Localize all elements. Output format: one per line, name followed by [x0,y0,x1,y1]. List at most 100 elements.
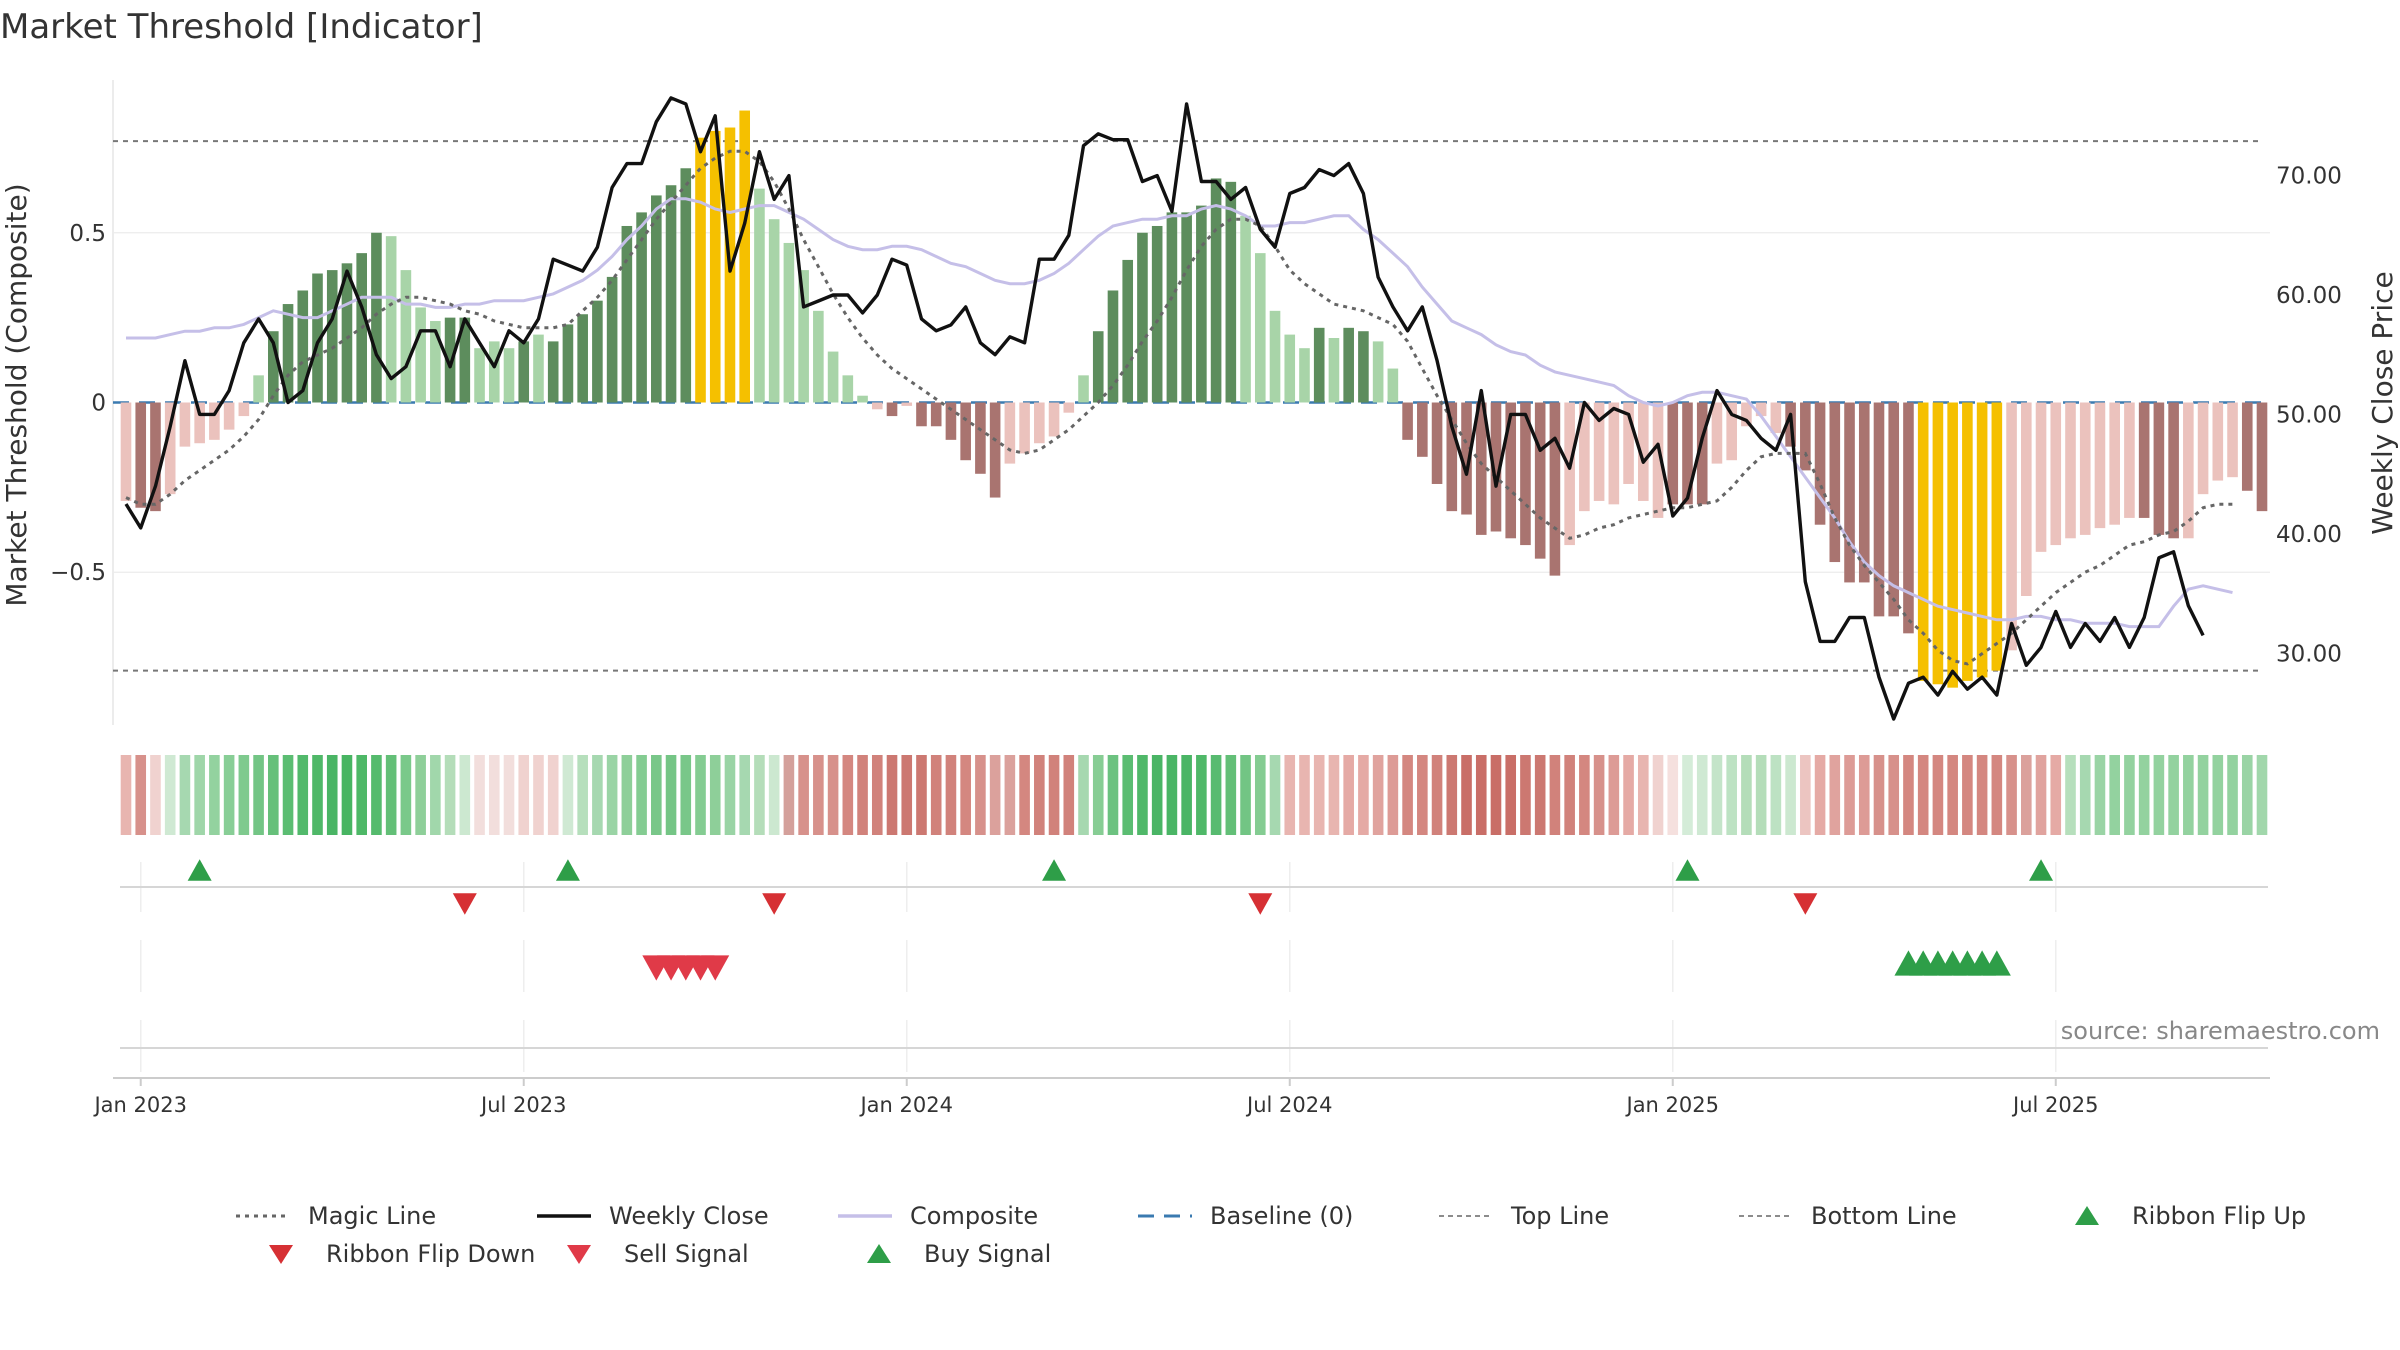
legend-label: Ribbon Flip Down [326,1240,535,1268]
ribbon-cell [1269,755,1281,835]
ribbon-cell [577,755,588,835]
composite-bar [1564,402,1575,546]
composite-bar [400,270,412,403]
composite-bar [1888,402,1900,617]
composite-bar [2050,402,2062,546]
ribbon-cell [1299,755,1310,835]
ribbon-flip-up-marker [1675,859,1700,881]
composite-bar [562,324,574,403]
ribbon-cell [547,755,559,835]
composite-bar [2079,402,2091,535]
ribbon-cell [1741,755,1752,835]
ribbon-cell [135,755,147,835]
ribbon-cell [400,755,412,835]
ribbon-cell [2006,755,2017,835]
ribbon-cell [871,755,883,835]
composite-bar [430,321,441,403]
composite-bar [297,290,309,403]
ribbon-cell [1549,755,1561,835]
composite-bar [1225,181,1237,403]
ribbon-cell [960,755,971,835]
ribbon-cell [1873,755,1885,835]
ribbon-cell [1078,755,1089,835]
ribbon-cell [1063,755,1075,835]
sell-signal-marker [701,955,730,981]
composite-bar [1903,402,1914,634]
composite-bar [1549,402,1561,576]
legend: Magic Line Weekly Close Composite Baseline … [236,1202,2306,1268]
ribbon-cell [503,755,515,835]
ribbon-cell [2021,755,2032,835]
left-tick-label: 0.5 [69,221,106,247]
ribbon-cell [709,755,721,835]
ribbon-flip-up-marker [2029,859,2054,881]
composite-bar [282,304,294,403]
ribbon-cell [606,755,618,835]
ribbon-cell [1372,755,1384,835]
composite-bar [1446,402,1458,512]
ribbon-cell [444,755,456,835]
ribbon-cell [1637,755,1649,835]
composite-bar [1078,375,1089,403]
ribbon-cell [665,755,677,835]
legend-swatch [567,1245,591,1264]
composite-bar [1770,402,1782,434]
right-tick-label: 30.00 [2276,641,2342,667]
composite-bar [1122,259,1134,403]
composite-bar [1962,402,1973,681]
legend-swatch [867,1244,891,1263]
composite-bar [1844,402,1855,583]
composite-bar [488,341,500,403]
composite-bar [916,402,927,427]
composite-bar [813,310,824,403]
composite-bar [415,307,426,403]
ribbon-cell [209,755,220,835]
ribbon-cell [783,755,795,835]
x-tick-label: Jan 2023 [92,1093,187,1117]
ribbon-cell [326,755,338,835]
composite-bar [1534,402,1546,559]
left-axis: −0.5 0 0.5 [50,221,106,586]
ribbon-cell [1785,755,1796,835]
ribbon-cell [459,755,471,835]
ribbon-cell [739,755,751,835]
ribbon-flip-up-marker [555,859,580,881]
composite-bar [827,351,839,403]
composite-bar [2241,402,2253,491]
ribbon-cell [621,755,633,835]
composite-bar [253,375,264,403]
ribbon-cell [680,755,692,835]
ribbon-cell [1328,755,1340,835]
composite-bar [459,317,471,403]
ribbon-cell [1196,755,1207,835]
ribbon-cell [989,755,1001,835]
ribbon-cell [916,755,927,835]
composite-bar [1151,225,1163,403]
ribbon-cell [1711,755,1723,835]
composite-bar [1652,402,1664,518]
composite-bar [2183,402,2194,539]
ribbon-cell [1137,755,1148,835]
legend-label: Weekly Close [609,1202,769,1230]
composite-bar [665,185,677,403]
composite-bar [1034,402,1045,444]
ribbon-cell [1814,755,1826,835]
ribbon-flip-down-marker [1248,893,1273,915]
ribbon-cell [1932,755,1944,835]
composite-bar [1431,402,1443,484]
composite-bar [150,402,161,512]
ribbon-cell [282,755,294,835]
composite-bar [164,402,176,495]
composite-bar [2109,402,2120,525]
composite-bar [1696,402,1708,505]
ribbon-cell [1962,755,1973,835]
x-tick-label: Jul 2025 [2011,1093,2098,1117]
composite-bar [223,402,235,430]
composite-bar [1991,402,2003,671]
ribbon-cell [1593,755,1605,835]
composite-bar [1210,178,1222,403]
ribbon-cell [1579,755,1590,835]
composite-bar [2094,402,2106,529]
ribbon-cell [636,755,647,835]
